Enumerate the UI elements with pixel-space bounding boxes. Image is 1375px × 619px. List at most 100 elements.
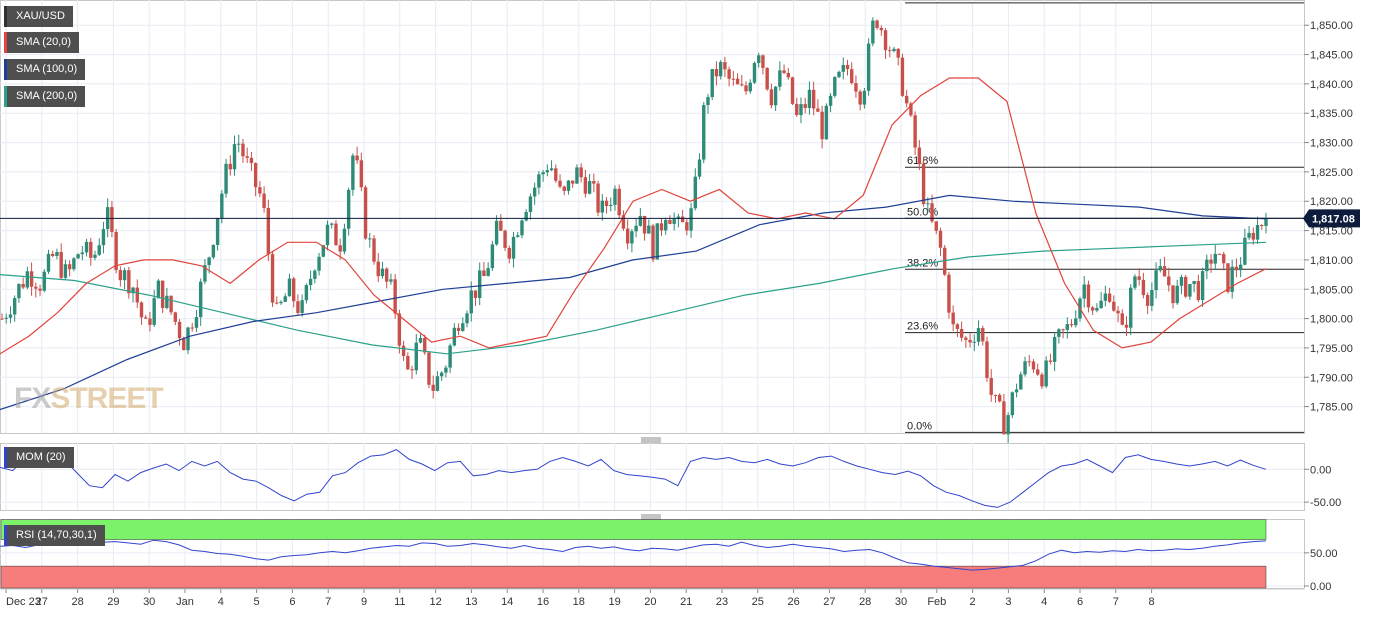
x-tick-label: 27: [36, 596, 48, 608]
legend-symbol-swatch: [4, 6, 7, 27]
candle-down: [642, 215, 647, 234]
candle-up: [757, 55, 761, 64]
x-tick-label: 2: [970, 596, 976, 608]
candle-down: [114, 231, 118, 271]
candle-down: [89, 241, 93, 258]
candle-down: [334, 223, 338, 246]
candle-up: [283, 296, 287, 302]
candle-down: [338, 245, 342, 252]
candle-up: [1103, 293, 1108, 301]
candle-down: [473, 290, 478, 299]
legend-sma20-label: SMA (20,0): [16, 36, 72, 48]
candle-up: [207, 257, 211, 266]
x-tick-label: 29: [107, 596, 119, 608]
x-tick-label: 26: [787, 596, 799, 608]
legend-sma200[interactable]: SMA (200,0): [4, 86, 86, 107]
candle-up: [122, 270, 127, 281]
candle-down: [659, 223, 664, 231]
price-y-tick-label: 1,790.00: [1310, 372, 1353, 384]
candle-up: [494, 220, 499, 245]
x-tick-label: 6: [289, 596, 295, 608]
candle-down: [376, 261, 380, 277]
x-tick-label: 30: [143, 596, 155, 608]
candle-down: [579, 167, 583, 178]
candle-down: [144, 317, 148, 319]
candle-up: [1044, 360, 1048, 387]
candle-down: [913, 115, 917, 148]
candle-up: [613, 188, 617, 205]
candle-up: [461, 323, 465, 331]
candle-down: [1162, 266, 1167, 277]
x-tick-label: 27: [823, 596, 835, 608]
candle-down: [393, 279, 397, 314]
legend-rsi[interactable]: RSI (14,70,30,1): [4, 525, 105, 546]
candle-up: [435, 376, 440, 391]
candle-down: [1107, 293, 1112, 302]
candle-up: [444, 367, 448, 373]
candle-down: [604, 200, 609, 207]
x-tick-label: Jan: [176, 596, 194, 608]
legend-symbol[interactable]: XAU/USD: [4, 6, 73, 27]
candle-up: [321, 245, 325, 257]
candle-up: [1006, 415, 1010, 435]
candle-up: [545, 170, 550, 173]
candle-up: [8, 314, 13, 318]
candle-up: [198, 281, 203, 318]
legend-sma20[interactable]: SMA (20,0): [4, 32, 80, 53]
watermark-street: STREET: [50, 382, 163, 415]
legend-mom[interactable]: MOM (20): [4, 447, 74, 468]
price-y-tick-label: 1,835.00: [1310, 108, 1353, 120]
candle-up: [4, 317, 8, 319]
candle-up: [477, 270, 482, 299]
price-y-tick-label: 1,795.00: [1310, 343, 1353, 355]
watermark-fx: FX: [14, 382, 51, 415]
candle-up: [520, 220, 524, 236]
candle-up: [368, 238, 372, 240]
candle-up: [325, 224, 330, 246]
candle-up: [828, 95, 833, 106]
candle-down: [761, 55, 765, 68]
candle-up: [1010, 392, 1015, 416]
candle-down: [270, 254, 275, 303]
candle-up: [1243, 237, 1247, 265]
candle-down: [723, 62, 727, 70]
candle-down: [803, 104, 807, 108]
candle-down: [359, 160, 364, 188]
candle-down: [947, 274, 951, 313]
candle-up: [693, 176, 697, 209]
candle-down: [883, 30, 888, 51]
candle-up: [380, 268, 385, 277]
candle-up: [279, 301, 283, 304]
candle-up: [414, 342, 418, 371]
candle-down: [879, 27, 884, 31]
candle-down: [993, 394, 998, 396]
rsi-y-tick-label: 50.00: [1310, 548, 1338, 560]
candle-down: [1209, 259, 1213, 264]
candle-up: [1014, 389, 1019, 393]
fibonacci-level-label: 0.0%: [907, 420, 932, 432]
legend-symbol-label: XAU/USD: [16, 10, 65, 22]
candle-up: [1052, 336, 1057, 362]
candle-down: [1226, 263, 1230, 292]
candle-up: [389, 279, 393, 282]
candle-down: [714, 69, 719, 77]
candle-down: [562, 186, 566, 191]
candle-up: [697, 159, 702, 177]
candle-up: [156, 280, 161, 299]
legend-sma100[interactable]: SMA (100,0): [4, 59, 86, 80]
candle-down: [401, 345, 406, 357]
candle-down: [118, 270, 123, 281]
current-price-tag: [1303, 209, 1360, 228]
price-y-tick-label: 1,820.00: [1310, 196, 1353, 208]
candle-down: [0, 318, 4, 320]
price-y-tick-label: 1,840.00: [1310, 79, 1353, 91]
sma100-line: [0, 194, 1267, 411]
candle-down: [507, 247, 511, 259]
candle-down: [410, 369, 414, 371]
candle-down: [29, 271, 34, 287]
candle-up: [203, 265, 207, 282]
candle-down: [680, 216, 685, 223]
candle-up: [871, 20, 875, 44]
candle-down: [1036, 369, 1040, 375]
